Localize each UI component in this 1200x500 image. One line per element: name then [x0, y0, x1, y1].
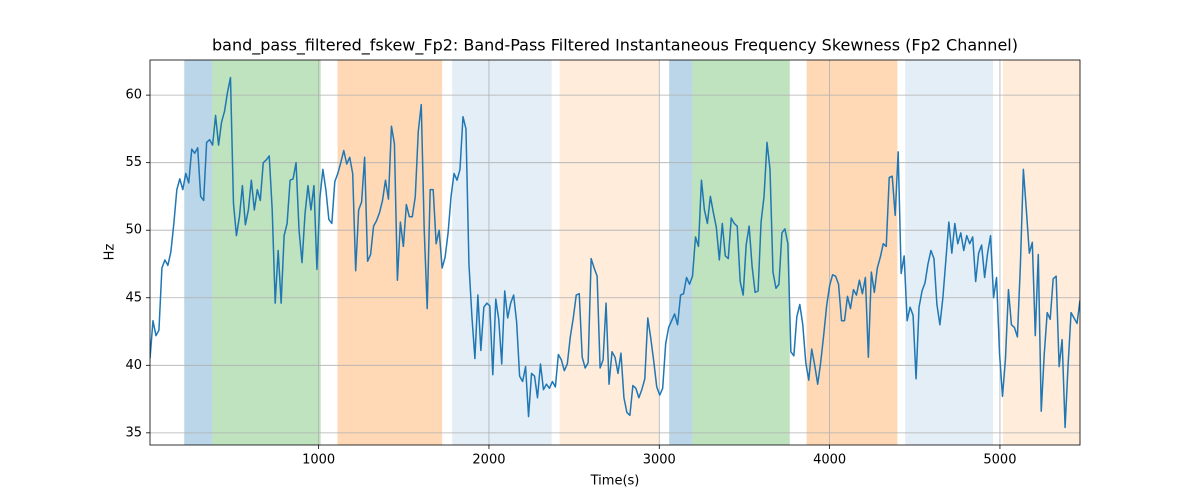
- y-tick-label: 40: [125, 358, 142, 373]
- y-tick-label: 45: [125, 290, 142, 305]
- x-tick-label: 4000: [813, 453, 846, 468]
- axes-frame: [149, 59, 1081, 446]
- shaded-span: [905, 60, 993, 445]
- shaded-span: [559, 60, 660, 445]
- shaded-span: [669, 60, 693, 445]
- shaded-span: [692, 60, 790, 445]
- y-tick-label: 50: [125, 223, 142, 238]
- y-axis-label: Hz: [103, 244, 118, 261]
- x-axis-label: Time(s): [590, 474, 640, 489]
- plot-area: [150, 60, 1080, 445]
- chart-title: band_pass_filtered_fskew_Fp2: Band-Pass …: [212, 36, 1018, 56]
- x-tick-label: 3000: [643, 453, 676, 468]
- y-tick-label: 60: [125, 88, 142, 103]
- shaded-span: [806, 60, 898, 445]
- y-tick-label: 35: [125, 425, 142, 440]
- x-tick-label: 1000: [302, 453, 335, 468]
- x-tick-label: 5000: [983, 453, 1016, 468]
- data-line: [150, 76, 1080, 429]
- y-tick-label: 55: [125, 155, 142, 170]
- shaded-span: [337, 60, 443, 445]
- shaded-span: [184, 60, 212, 445]
- shaded-span: [212, 60, 321, 445]
- x-tick-label: 2000: [472, 453, 505, 468]
